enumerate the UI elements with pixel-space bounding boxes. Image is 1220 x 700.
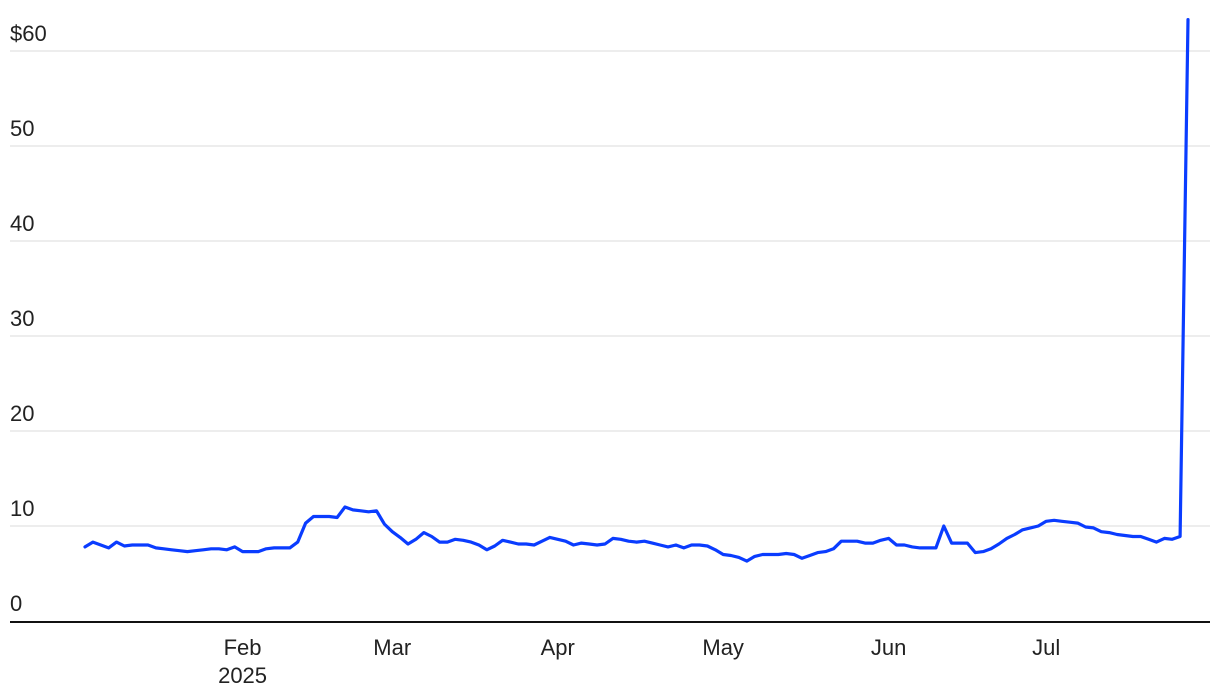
x-tick-label: Apr bbox=[540, 635, 575, 660]
y-tick-label: 50 bbox=[10, 116, 34, 141]
y-tick-label: 30 bbox=[10, 306, 34, 331]
y-tick-label: 10 bbox=[10, 496, 34, 521]
x-tick-label: Jul bbox=[1032, 635, 1061, 660]
price-line bbox=[83, 18, 1190, 563]
x-tick-label: May bbox=[702, 635, 744, 660]
y-tick-label: 20 bbox=[10, 401, 34, 426]
x-tick-label: Feb 2025 bbox=[218, 635, 268, 688]
x-tick-label: Mar bbox=[373, 635, 412, 660]
y-tick-label: 40 bbox=[10, 211, 34, 236]
y-tick-label: $60 bbox=[10, 21, 47, 46]
x-tick-label: Jun bbox=[870, 635, 907, 660]
y-tick-label: 0 bbox=[10, 591, 22, 616]
